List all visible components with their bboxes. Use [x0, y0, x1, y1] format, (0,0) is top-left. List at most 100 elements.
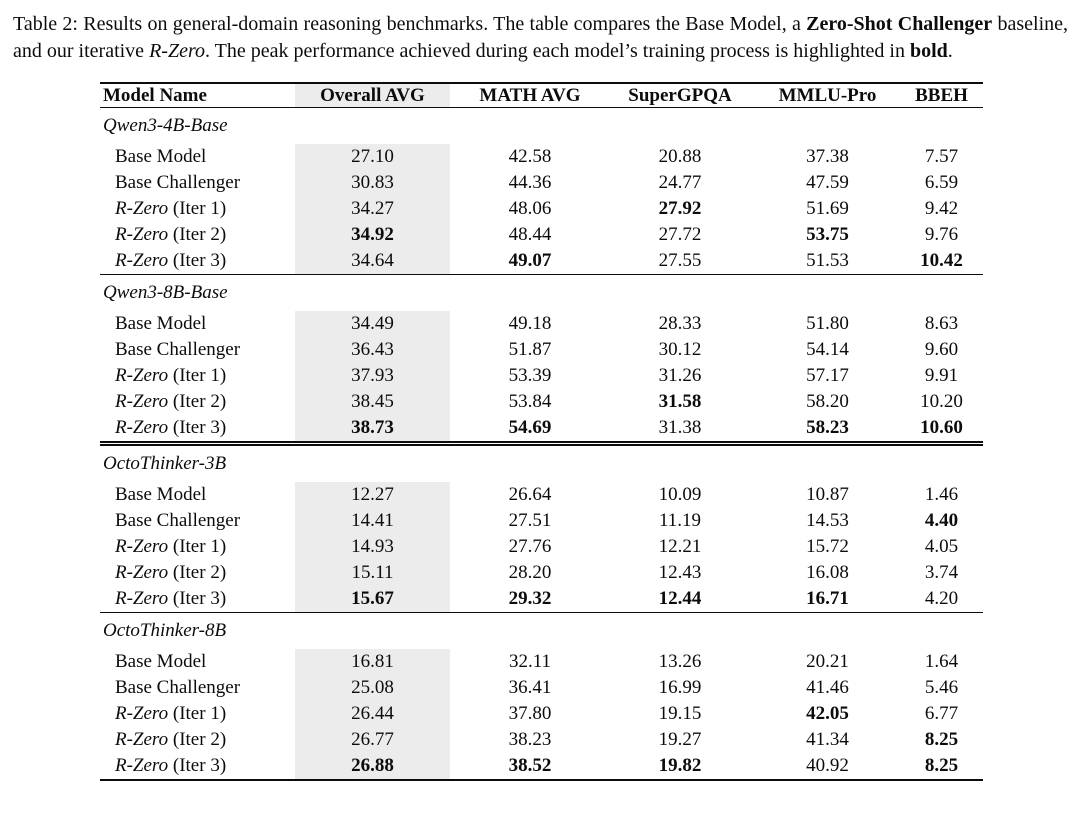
caption-text-segment: . The peak performance achieved during e…: [204, 40, 910, 62]
section-name: OctoThinker-3B: [103, 453, 227, 474]
metric-cell: 37.80: [508, 703, 552, 724]
header-row: Model Name Overall AVG MATH AVG SuperGPQA MM…: [100, 83, 983, 108]
metric-cell: 53.75: [806, 224, 849, 245]
caption-text-segment: .: [947, 40, 953, 62]
metric-cell: 38.23: [508, 729, 552, 750]
metric-cell: 27.76: [508, 536, 552, 557]
table-row: R-Zero (Iter 1) 26.44 37.80 19.15 42.05 6.77: [100, 701, 983, 727]
section-header-row: Qwen3-4B-Base: [100, 108, 983, 145]
table-row: Base Challenger 30.83 44.36 24.77 47.59 6.59: [100, 170, 983, 196]
model-variant-label: R-Zero (Iter 3): [100, 586, 290, 613]
metric-cell: 12.27: [290, 482, 455, 508]
metric-cell: 58.20: [806, 391, 849, 412]
model-variant-label: Base Challenger: [100, 170, 290, 196]
model-variant-label-segment: (Iter 3): [168, 588, 227, 609]
metric-cell: 30.83: [290, 170, 455, 196]
model-variant-label-segment: R-Zero: [115, 562, 169, 583]
model-variant-label-segment: Base Challenger: [115, 677, 241, 698]
metric-cell: 8.25: [924, 729, 959, 750]
model-variant-label: R-Zero (Iter 2): [100, 727, 290, 753]
model-variant-label-segment: (Iter 2): [168, 729, 227, 750]
metric-cell: 10.60: [920, 417, 963, 438]
caption-text-segment: baseline, and our iterative: [13, 13, 1069, 62]
metric-cell: 16.71: [806, 588, 849, 609]
metric-cell: 9.91: [924, 365, 959, 386]
metric-cell: 12.21: [658, 536, 702, 557]
metric-cell: 4.40: [924, 510, 959, 531]
table-header: Model Name Overall AVG MATH AVG SuperGPQA MM…: [100, 83, 983, 108]
model-variant-label-segment: R-Zero: [115, 417, 169, 438]
metric-cell: 34.64: [290, 248, 455, 275]
table-row: R-Zero (Iter 3) 34.64 49.07 27.55 51.53 10.42: [100, 248, 983, 275]
model-variant-label: R-Zero (Iter 1): [100, 534, 290, 560]
section-header-row: OctoThinker-8B: [100, 612, 983, 649]
model-variant-label-segment: R-Zero: [115, 198, 169, 219]
section-name: Qwen3-8B-Base: [103, 282, 228, 303]
metric-cell: 9.42: [924, 198, 959, 219]
table-row: R-Zero (Iter 1) 34.27 48.06 27.92 51.69 9.42: [100, 196, 983, 222]
section-name: Qwen3-4B-Base: [103, 115, 228, 136]
metric-cell: 48.44: [508, 224, 552, 245]
model-variant-label: R-Zero (Iter 2): [100, 560, 290, 586]
metric-cell: 40.92: [806, 755, 849, 776]
caption-text-segment: Zero-Shot Challenger: [806, 13, 993, 35]
model-variant-label-segment: (Iter 1): [168, 198, 227, 219]
model-variant-label-segment: R-Zero: [115, 365, 169, 386]
table-row: Base Model 12.27 26.64 10.09 10.87 1.46: [100, 482, 983, 508]
metric-cell: 51.87: [508, 339, 552, 360]
metric-cell: 4.05: [924, 536, 959, 557]
metric-cell: 15.72: [806, 536, 849, 557]
results-table: Model Name Overall AVG MATH AVG SuperGPQA MM…: [100, 82, 983, 781]
metric-cell: 3.74: [924, 562, 959, 583]
column-header-overall-avg: Overall AVG: [290, 83, 455, 108]
table-body: Qwen3-4B-Base Base Model 27.10 42.58 20.88 37…: [100, 108, 983, 780]
metric-cell: 42.58: [508, 146, 552, 167]
metric-cell: 54.69: [508, 417, 552, 438]
metric-cell: 49.07: [508, 250, 552, 271]
model-variant-label: R-Zero (Iter 3): [100, 753, 290, 780]
model-variant-label: Base Model: [100, 649, 290, 675]
metric-cell: 20.88: [658, 146, 702, 167]
metric-cell: 31.58: [658, 391, 702, 412]
table-row: R-Zero (Iter 3) 15.67 29.32 12.44 16.71 4.20: [100, 586, 983, 613]
model-variant-label-segment: R-Zero: [115, 250, 169, 271]
model-variant-label-segment: R-Zero: [115, 588, 169, 609]
metric-cell: 34.92: [290, 222, 455, 248]
table-row: R-Zero (Iter 3) 26.88 38.52 19.82 40.92 8.25: [100, 753, 983, 780]
metric-cell: 26.44: [290, 701, 455, 727]
metric-cell: 1.64: [924, 651, 959, 672]
model-variant-label-segment: Base Challenger: [115, 339, 241, 360]
caption-text-segment: Table 2: Results on general-domain reaso…: [13, 13, 807, 35]
metric-cell: 58.23: [806, 417, 849, 438]
metric-cell: 37.93: [290, 363, 455, 389]
metric-cell: 42.05: [806, 703, 849, 724]
metric-cell: 10.42: [920, 250, 963, 271]
model-variant-label: Base Model: [100, 144, 290, 170]
model-variant-label-segment: Base Challenger: [115, 510, 241, 531]
metric-cell: 7.57: [924, 146, 959, 167]
metric-cell: 19.82: [658, 755, 702, 776]
metric-cell: 27.51: [508, 510, 552, 531]
section-name: OctoThinker-8B: [103, 620, 227, 641]
metric-cell: 26.77: [290, 727, 455, 753]
metric-cell: 24.77: [658, 172, 702, 193]
table-row: Base Model 16.81 32.11 13.26 20.21 1.64: [100, 649, 983, 675]
metric-cell: 27.10: [290, 144, 455, 170]
metric-cell: 54.14: [806, 339, 849, 360]
model-variant-label: Base Challenger: [100, 508, 290, 534]
table-row: R-Zero (Iter 2) 34.92 48.44 27.72 53.75 9.76: [100, 222, 983, 248]
metric-cell: 51.69: [806, 198, 849, 219]
metric-cell: 31.26: [658, 365, 702, 386]
metric-cell: 34.49: [290, 311, 455, 337]
metric-cell: 47.59: [806, 172, 849, 193]
metric-cell: 6.77: [924, 703, 959, 724]
table-caption: Table 2: Results on general-domain reaso…: [0, 0, 1080, 65]
metric-cell: 57.17: [806, 365, 849, 386]
metric-cell: 11.19: [658, 510, 702, 531]
model-variant-label: R-Zero (Iter 2): [100, 222, 290, 248]
metric-cell: 20.21: [806, 651, 849, 672]
model-variant-label-segment: (Iter 3): [168, 250, 227, 271]
model-variant-label-segment: Base Challenger: [115, 172, 241, 193]
table-row: R-Zero (Iter 2) 38.45 53.84 31.58 58.20 10.20: [100, 389, 983, 415]
metric-cell: 27.55: [658, 250, 702, 271]
